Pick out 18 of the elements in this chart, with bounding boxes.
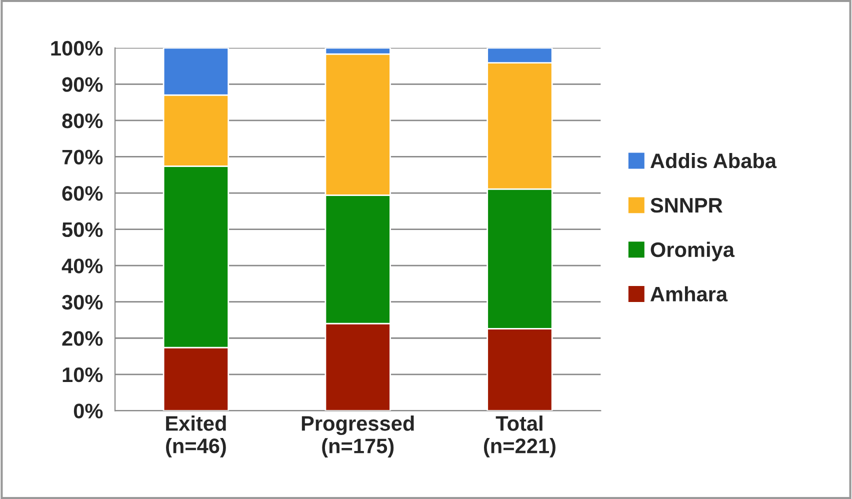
y-tick-label: 70% [62,150,103,164]
x-tick-label: Progressed (n=175) [302,416,414,458]
legend-label: Amhara [650,286,728,302]
y-tick-label: 40% [62,258,103,274]
y-tick-label: 80% [62,113,103,128]
y-tick-label: 10% [62,367,103,382]
legend-label: SNNPR [650,198,722,213]
y-tick-label: 100% [51,40,103,56]
legend-label: Addis Ababa [650,152,777,168]
legend-label: Oromiya [650,242,735,262]
y-tick-label: 20% [62,331,103,346]
y-tick-label: 60% [62,186,103,201]
y-tick-label: 0% [74,404,103,418]
y-tick-label: 90% [62,77,103,92]
y-tick-label: 50% [62,222,103,238]
x-tick-label: Total (n=221) [484,416,556,458]
y-tick-label: 30% [62,294,103,310]
x-tick-label: Exited (n=46) [166,416,226,458]
